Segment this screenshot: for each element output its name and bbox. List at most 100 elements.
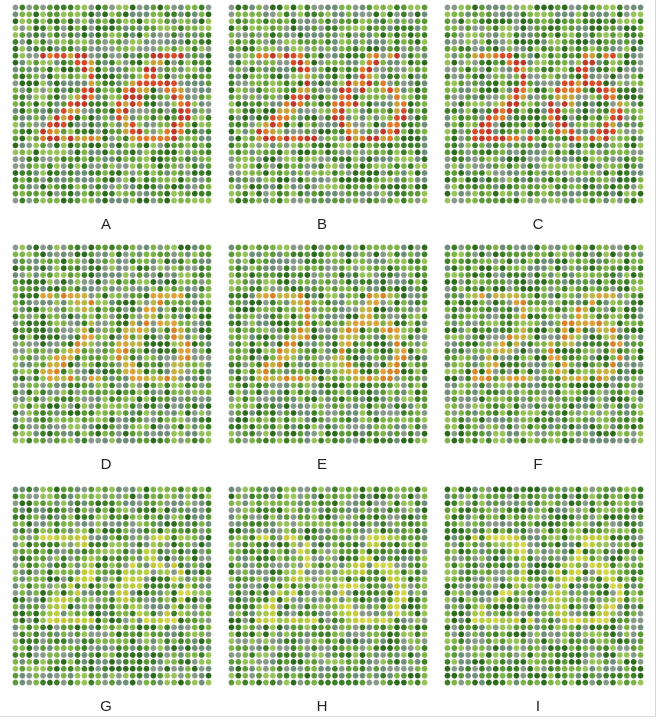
plate-dot <box>472 382 478 389</box>
plate-dot <box>380 121 387 128</box>
plate-dot <box>109 170 115 176</box>
plate-dot <box>283 244 290 251</box>
plate-dot <box>184 313 191 320</box>
plate-dot <box>359 375 366 382</box>
plate-dot <box>19 80 26 87</box>
plate-dot <box>421 135 428 142</box>
plate-dot <box>568 18 575 25</box>
plate-dot <box>228 66 235 73</box>
plate-dot <box>318 87 325 94</box>
plate-dot <box>256 149 262 156</box>
plate-dot <box>582 80 589 87</box>
plate-dot <box>527 176 534 183</box>
plate-dot <box>630 313 637 320</box>
plate-dot <box>67 11 74 18</box>
plate-dot <box>394 306 400 313</box>
plate-dot <box>67 190 74 197</box>
plate-dot <box>465 396 472 403</box>
plate-dot <box>115 292 122 299</box>
plate-dot <box>527 121 534 128</box>
plate-dot <box>603 341 609 347</box>
plate-dot <box>249 244 256 251</box>
plate-dot <box>81 265 88 272</box>
plate-dot <box>311 320 318 327</box>
plate-dot <box>283 32 290 38</box>
plate-dot <box>407 45 414 52</box>
plate-dot <box>150 416 157 423</box>
plate-dot <box>318 368 325 375</box>
plate-dot <box>338 347 345 354</box>
plate-dot <box>129 128 136 135</box>
plate-dot <box>115 25 122 32</box>
plate-dot <box>311 354 318 361</box>
plate-dot <box>387 382 393 389</box>
plate-dot <box>88 121 95 128</box>
plate-dot <box>47 244 53 251</box>
plate-dot <box>276 251 283 258</box>
plate-dot <box>26 382 33 389</box>
plate-dot <box>256 279 262 285</box>
plate-dot <box>359 423 366 430</box>
plate-dot <box>458 176 465 183</box>
plate-dot <box>554 341 561 347</box>
plate-dot <box>414 410 421 416</box>
plate-dot <box>256 313 262 320</box>
plate-dot <box>520 244 527 251</box>
plate-dot <box>527 375 534 382</box>
plate-dot <box>53 368 60 375</box>
plate-dot <box>366 183 373 190</box>
plate-dot <box>47 32 53 38</box>
plate-dot <box>387 94 393 101</box>
plate-dot <box>465 52 472 59</box>
plate-dot <box>575 52 582 59</box>
plate-dot <box>603 87 609 94</box>
plate-dot <box>637 375 644 382</box>
plate-dot <box>366 170 373 176</box>
plate-dot <box>589 11 596 18</box>
plate-dot <box>589 341 596 347</box>
plate-dot <box>338 183 345 190</box>
plate-dot <box>102 423 109 430</box>
plate-dot <box>178 45 184 52</box>
plate-dot <box>47 313 53 320</box>
plate-dot <box>630 128 637 135</box>
plate-dot <box>554 66 561 73</box>
plate-dot <box>263 327 269 334</box>
plate-dot <box>421 32 428 38</box>
plate-dot <box>499 368 506 375</box>
plate-dot <box>373 149 380 156</box>
plate-dot <box>74 121 81 128</box>
plate-dot <box>520 347 527 354</box>
plate-dot <box>88 244 95 251</box>
plate-dot <box>603 190 609 197</box>
plate-dot <box>242 52 249 59</box>
plate-dot <box>394 244 400 251</box>
plate-dot <box>499 375 506 382</box>
plate-dot <box>60 11 67 18</box>
plate-dot <box>331 306 338 313</box>
plate-dot <box>33 45 40 52</box>
plate-label-E: E <box>316 456 327 473</box>
plate-dot <box>19 107 26 114</box>
plate-dot <box>81 258 88 265</box>
plate-dot <box>352 306 359 313</box>
plate-dot <box>465 292 472 299</box>
plate-dot <box>421 45 428 52</box>
plate-dot <box>40 4 46 11</box>
plate-dot <box>33 361 40 368</box>
plate-dot <box>171 382 177 389</box>
plate-dot <box>26 306 33 313</box>
plate-dot <box>534 258 541 265</box>
plate-dot <box>345 80 352 87</box>
plate-dot <box>444 114 451 121</box>
plate-dot <box>380 52 387 59</box>
plate-dot <box>228 382 235 389</box>
plate-dot <box>184 354 191 361</box>
plate-dot <box>414 320 421 327</box>
plate-dot <box>205 306 212 313</box>
plate-dot <box>67 135 74 142</box>
plate-dot <box>331 327 338 334</box>
plate-dot <box>492 320 499 327</box>
plate-dot <box>373 313 380 320</box>
plate-dot <box>95 32 102 38</box>
